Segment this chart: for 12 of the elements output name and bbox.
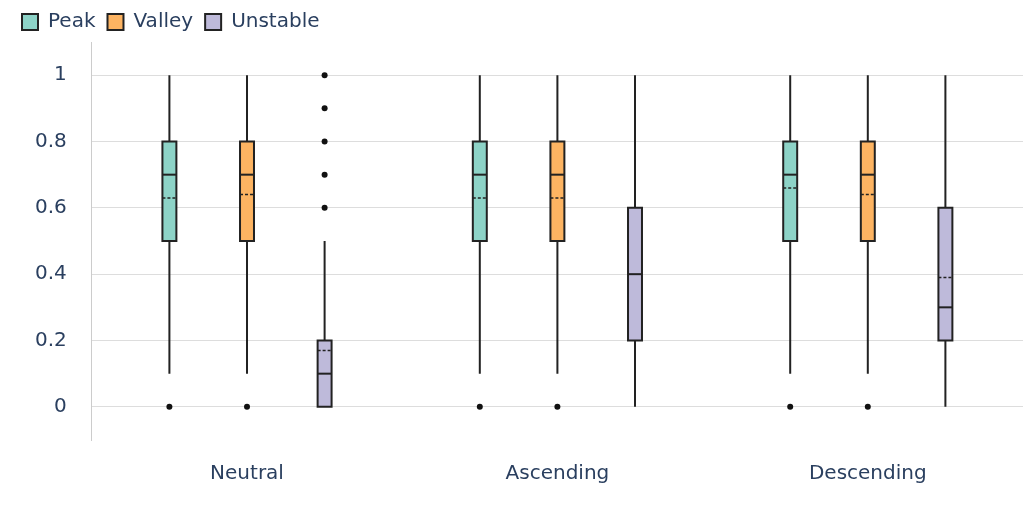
x-tick-label: Descending [808,460,927,485]
y-tick-label: 0.8 [34,127,67,152]
x-tick-label: Neutral [210,460,284,485]
y-tick-label: 0.6 [34,194,67,219]
y-tick-label: 1 [54,61,67,86]
y-tick-label: 0.2 [34,326,67,351]
legend-label: Peak [48,8,96,33]
y-tick-label: 0.4 [34,260,67,285]
legend-label: Unstable [231,8,320,33]
legend-label: Valley [133,8,194,33]
y-tick-label: 0 [54,393,67,418]
x-tick-label: Ascending [505,460,610,485]
